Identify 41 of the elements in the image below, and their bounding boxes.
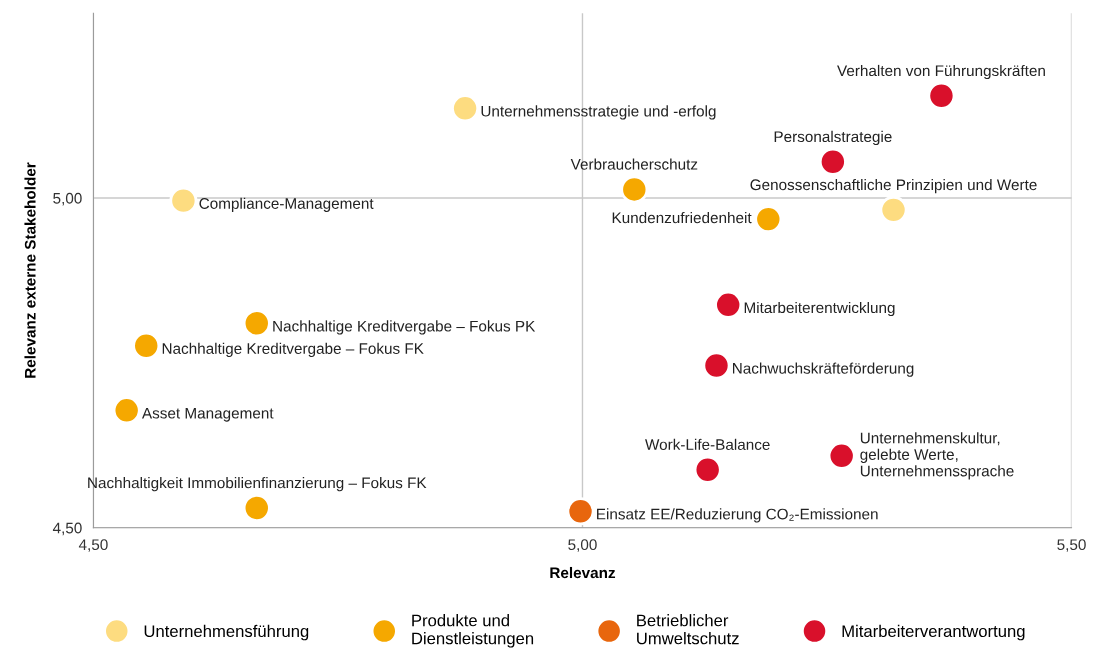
point <box>620 175 649 204</box>
x-tick-label: 5,00 <box>568 539 597 552</box>
point <box>242 493 271 522</box>
point <box>702 351 731 380</box>
annotation: Unternehmensstrategie und -erfolg <box>481 105 716 120</box>
annotation: Asset Management <box>141 407 274 422</box>
point <box>714 290 743 319</box>
annotation: Genossenschaftliche Prinzipien und Werte <box>750 178 1037 194</box>
point <box>827 441 856 470</box>
annotation: Nachwuchskräfteförderung <box>733 362 914 377</box>
annotation: Compliance-Management <box>199 197 374 212</box>
point <box>754 205 783 234</box>
point <box>818 147 847 176</box>
point <box>879 195 908 224</box>
point <box>566 497 595 526</box>
legend-label: Unternehmensführung <box>144 624 309 641</box>
annotation: Work-Life-Balance <box>645 438 770 450</box>
legend-label: Betrieblicher Umweltschutz <box>637 614 739 645</box>
x-tick-label: 5,50 <box>1057 539 1086 552</box>
annotation: Verbraucherschutz <box>570 158 698 170</box>
annotation: Nachhaltigkeit Immobilienfinanzierung – Fokus FK <box>88 477 427 492</box>
point <box>451 94 480 123</box>
annotation: Kundenzufriedenheit <box>612 211 752 224</box>
point <box>132 331 161 360</box>
legend-label: Mitarbeiterverantwortung <box>842 624 1025 641</box>
annotation: Mitarbeiterentwicklung <box>744 301 895 317</box>
legend-label: Produkte und Dienstleistungen <box>412 614 534 648</box>
x-axis-title: Relevanz <box>550 566 616 579</box>
point <box>112 396 141 425</box>
point <box>693 455 722 484</box>
point <box>927 81 956 110</box>
annotation: Nachhaltige Kreditvergabe – Fokus FK <box>162 342 424 357</box>
annotation: Nachhaltige Kreditvergabe – Fokus PK <box>273 320 536 335</box>
x-tick-label: 4,50 <box>78 539 108 552</box>
y-axis-title: Relevanz externe Stakeholder <box>24 162 36 378</box>
annotation: Unternehmenskultur, gelebte Werte, Unternehmenssprache <box>860 432 1014 480</box>
point <box>242 309 271 338</box>
point <box>169 186 198 215</box>
annotation: Personalstrategie <box>774 130 892 146</box>
annotation: Verhalten von Führungskräften <box>837 64 1045 80</box>
annotation: Einsatz EE/Reduzierung CO₂-Emissionen <box>597 508 878 523</box>
